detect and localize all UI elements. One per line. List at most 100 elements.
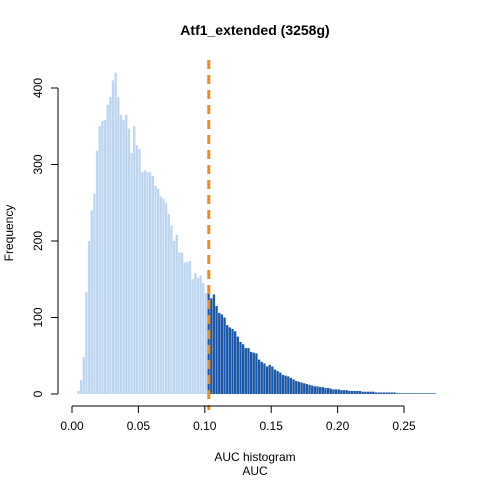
histogram-bar [247,348,250,394]
histogram-bar [393,392,396,394]
y-axis: 0 100 200 300 400 [31,78,59,397]
histogram-bar [340,390,343,394]
x-axis-subtitle: AUC [242,464,268,478]
histogram-bar [218,312,221,394]
y-tick-label: 400 [31,78,45,98]
x-tick-label: 0.05 [127,419,151,433]
histogram-bar [385,392,388,394]
histogram-bar [334,389,338,394]
histogram-bar [297,381,301,394]
histogram-bar [303,383,306,394]
histogram-bar [175,234,178,394]
histogram-bar [236,336,239,395]
chart-title: Atf1_extended (3258g) [180,22,329,38]
histogram-bar [191,279,194,394]
histogram-bar [390,392,394,394]
histogram-bar [119,114,123,395]
histogram-bar [319,387,322,394]
histogram-bar [109,97,112,395]
histogram-bar [231,328,234,394]
histogram-bar [172,241,176,394]
histogram-bar [226,325,229,394]
histogram-bar [90,210,93,394]
histogram-bar [188,260,192,394]
histogram-bar [295,381,298,394]
histogram-bar [244,348,247,394]
histogram-bar [276,371,279,394]
x-axis-title: AUC histogram [214,450,295,464]
histogram-bar [146,172,149,394]
histogram-bar [215,306,218,394]
x-tick-label: 0.10 [193,419,217,433]
histogram-bar [79,380,83,394]
histogram-bar [287,376,290,394]
histogram-bar [382,392,386,394]
histogram-bar [212,294,216,394]
histogram-bar [358,390,362,394]
histogram-bar [207,292,210,394]
histogram-bar [234,331,237,394]
histogram-bar [101,120,104,394]
y-tick-label: 0 [31,390,45,397]
histogram-bar [316,386,319,394]
histogram-bar [433,393,436,394]
histogram-bar [122,120,125,394]
histogram-bar [411,393,415,394]
histogram-bar [342,390,346,394]
histogram-bar [143,170,147,394]
histogram-bar [281,374,285,395]
histogram-bar [162,198,165,394]
histogram-bar [388,392,391,394]
histogram-bar [167,214,170,394]
histogram-bar [156,188,160,394]
histogram-bar [279,372,282,394]
histogram-bar [398,393,401,394]
histogram-bar [178,252,181,394]
histogram-bar [265,366,269,394]
histogram-bar [364,391,367,394]
histogram-bar [372,391,375,394]
histogram-bar [249,351,253,394]
histogram-bar [260,361,263,394]
histogram-bar [366,391,370,394]
y-tick-label: 300 [31,154,45,174]
histogram-bar [151,175,154,394]
histogram-bar [374,392,378,394]
histogram-bar [419,393,423,394]
histogram-bar [85,292,88,394]
histogram-bar [98,126,101,394]
histogram-bar [133,126,136,394]
histogram-bar [196,277,200,394]
histogram-bar [300,382,303,394]
x-tick-label: 0.25 [392,419,416,433]
histogram-bar [396,393,399,394]
histogram-bar [130,153,133,394]
histogram-bar [332,389,335,394]
histogram-bar [321,387,324,394]
histogram-bar [228,327,232,394]
histogram-bar [223,317,226,394]
histogram-bars [77,72,436,395]
histogram-bar [125,114,128,395]
histogram-bar [361,391,364,394]
histogram-bar [425,393,428,394]
histogram-bar [268,364,271,394]
histogram-bar [324,387,327,394]
x-axis: 0.00 0.05 0.10 0.15 0.20 0.25 [60,405,416,433]
histogram-bar [369,391,372,394]
histogram-bar [82,357,85,394]
y-axis-title: Frequency [2,205,16,262]
histogram-bar [313,386,317,394]
histogram-bar [305,384,309,394]
histogram-bar [199,275,202,394]
histogram-bar [348,390,351,394]
histogram-bar [292,379,295,394]
histogram-bar [350,390,354,394]
y-tick-label: 100 [31,307,45,327]
histogram-bar [377,392,380,394]
histogram-bar [87,241,91,394]
histogram-bar [93,193,96,394]
histogram-bar [180,252,184,394]
histogram-bar [353,390,356,394]
